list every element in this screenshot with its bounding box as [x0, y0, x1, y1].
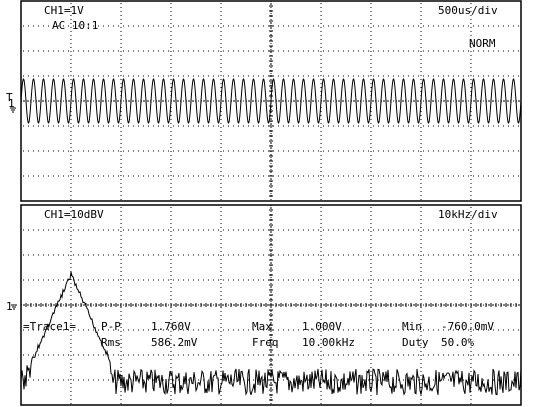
top-ground-marker[interactable]: T 1	[6, 91, 16, 113]
ground-symbol-icon	[11, 304, 17, 310]
freq-label: Freq	[252, 336, 279, 349]
bottom-ground-marker[interactable]: 1	[6, 300, 17, 313]
time-domain-panel: CH1=1V AC 10:1 500us/div NORM T 1	[6, 0, 522, 202]
spectrum-panel: CH1=10dBV 10kHz/div 1 =Trace1= P-P 1.760…	[6, 204, 522, 406]
bottom-graticule-grid	[20, 204, 522, 406]
top-channel-scale: CH1=1V	[44, 4, 84, 17]
pp-value: 1.760V	[151, 320, 191, 333]
ground-symbol-icon	[10, 107, 16, 113]
duty-label: Duty	[402, 336, 429, 349]
coupling-probe-label: AC 10:1	[52, 19, 98, 32]
timebase-label: 500us/div	[438, 4, 498, 17]
bottom-channel-scale: CH1=10dBV	[44, 208, 104, 221]
fft-spectrum-trace	[20, 271, 522, 396]
trigger-mode-label: NORM	[469, 37, 496, 50]
max-label: Max	[252, 320, 272, 333]
min-label: Min	[402, 320, 422, 333]
measurement-readout: =Trace1= P-P 1.760V Max 1.000V Min -760.…	[23, 320, 494, 349]
trace-label: =Trace1=	[23, 320, 76, 333]
rms-label: Rms	[101, 336, 121, 349]
top-ground-marker-label: 1	[8, 97, 15, 110]
max-value: 1.000V	[302, 320, 342, 333]
rms-value: 586.2mV	[151, 336, 198, 349]
sine-waveform-trace	[20, 78, 522, 124]
duty-value: 50.0%	[441, 336, 474, 349]
freq-value: 10.00kHz	[302, 336, 355, 349]
span-label: 10kHz/div	[438, 208, 498, 221]
min-value: -760.0mV	[441, 320, 494, 333]
pp-label: P-P	[101, 320, 121, 333]
bottom-ground-marker-label: 1	[6, 300, 13, 313]
trigger-marker-label: T	[6, 91, 13, 104]
